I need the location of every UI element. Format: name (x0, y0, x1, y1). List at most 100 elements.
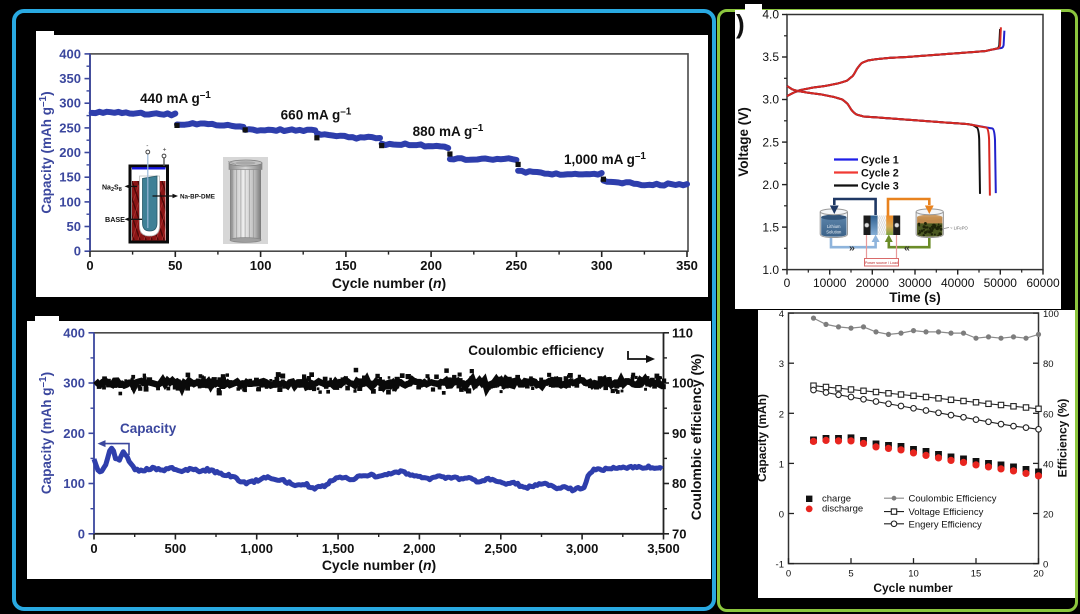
svg-text:100: 100 (63, 476, 85, 491)
svg-text:70: 70 (672, 526, 686, 541)
svg-text:Capacity (mAh): Capacity (mAh) (758, 394, 769, 482)
svg-text:Voltage (V): Voltage (V) (736, 107, 751, 177)
svg-text:50000: 50000 (984, 276, 1018, 290)
svg-text:-1: -1 (776, 560, 784, 571)
svg-text:110: 110 (672, 325, 693, 340)
svg-text:+: + (163, 147, 167, 154)
svg-text:Solution: Solution (826, 230, 842, 235)
svg-text:Engery Efficiency: Engery Efficiency (909, 519, 982, 530)
svg-text:«: « (904, 242, 910, 254)
svg-text:80: 80 (672, 476, 686, 491)
svg-text:Cycle number (n): Cycle number (n) (332, 275, 446, 291)
svg-text:1,000 mA g–1: 1,000 mA g–1 (564, 151, 646, 167)
svg-text:Capacity: Capacity (120, 421, 177, 436)
svg-text:50: 50 (67, 219, 81, 234)
svg-text:2.0: 2.0 (762, 178, 779, 192)
svg-text:3,000: 3,000 (566, 541, 599, 556)
svg-text:Efficiency (%): Efficiency (%) (1056, 399, 1070, 478)
svg-text:Lithium: Lithium (827, 224, 841, 229)
svg-text:Na2S8: Na2S8 (102, 185, 122, 194)
svg-text:3.5: 3.5 (762, 50, 779, 64)
svg-text:4: 4 (779, 310, 784, 320)
svg-text:660 mA g–1: 660 mA g–1 (281, 107, 352, 123)
svg-text:440 mA g–1: 440 mA g–1 (140, 90, 211, 106)
svg-text:Capacity (mAh g–1): Capacity (mAh g–1) (38, 372, 54, 494)
svg-text:2.5: 2.5 (762, 135, 779, 149)
svg-text:Na-BP-DME: Na-BP-DME (180, 194, 215, 201)
svg-text:4.0: 4.0 (762, 10, 779, 22)
svg-text:Time (s): Time (s) (889, 290, 941, 305)
svg-text:10: 10 (908, 569, 919, 580)
svg-text:~ LiFePO: ~ LiFePO (950, 226, 969, 231)
svg-text:200: 200 (59, 145, 81, 160)
svg-text:880 mA g–1: 880 mA g–1 (413, 123, 484, 139)
svg-text:Cycle 2: Cycle 2 (861, 167, 899, 179)
svg-text:300: 300 (63, 376, 85, 391)
svg-text:0: 0 (74, 244, 81, 259)
svg-text:Coulombic efficiency (%): Coulombic efficiency (%) (688, 354, 704, 520)
svg-text:150: 150 (335, 258, 357, 273)
svg-text:90: 90 (672, 426, 686, 441)
svg-text:20000: 20000 (856, 276, 890, 290)
svg-text:BASE: BASE (105, 215, 125, 224)
svg-text:0: 0 (1043, 560, 1048, 571)
svg-text:10000: 10000 (813, 276, 847, 290)
svg-text:60000: 60000 (1026, 276, 1060, 290)
svg-text:350: 350 (59, 71, 81, 86)
svg-text:300: 300 (59, 96, 81, 111)
svg-text:1: 1 (779, 459, 784, 470)
svg-text:Coulombic efficiency: Coulombic efficiency (468, 343, 604, 358)
svg-text:3,500: 3,500 (647, 541, 680, 556)
svg-text:400: 400 (59, 46, 81, 61)
svg-text:40: 40 (1043, 459, 1054, 470)
svg-text:-: - (146, 143, 148, 150)
svg-text:60: 60 (1043, 409, 1054, 420)
svg-text:0: 0 (779, 510, 784, 521)
svg-text:Cycle 1: Cycle 1 (861, 154, 899, 166)
svg-text:5: 5 (848, 569, 853, 580)
svg-text:2,500: 2,500 (485, 541, 518, 556)
svg-text:1.0: 1.0 (762, 263, 779, 277)
svg-text:3.0: 3.0 (762, 93, 779, 107)
svg-text:40000: 40000 (941, 276, 975, 290)
svg-text:0: 0 (786, 569, 791, 580)
svg-text:400: 400 (63, 325, 85, 340)
svg-text:Cycle 3: Cycle 3 (861, 180, 899, 192)
svg-text:1.5: 1.5 (762, 220, 779, 234)
svg-text:80: 80 (1043, 359, 1054, 370)
svg-text:50: 50 (168, 258, 182, 273)
svg-text:0: 0 (78, 526, 85, 541)
svg-text:300: 300 (591, 258, 613, 273)
svg-text:200: 200 (420, 258, 442, 273)
svg-text:0: 0 (90, 541, 97, 556)
svg-text:250: 250 (506, 258, 528, 273)
svg-text:Coulombic Efficiency: Coulombic Efficiency (909, 494, 997, 505)
svg-text:0: 0 (86, 258, 93, 273)
svg-text:Capacity (mAh g–1): Capacity (mAh g–1) (38, 91, 54, 213)
svg-text:3: 3 (779, 359, 784, 370)
svg-text:»: » (849, 242, 855, 254)
svg-text:Voltage Efficiency: Voltage Efficiency (909, 507, 984, 518)
svg-text:1,500: 1,500 (322, 541, 355, 556)
svg-text:100: 100 (672, 376, 694, 391)
svg-text:30000: 30000 (898, 276, 932, 290)
svg-text:): ) (736, 10, 745, 39)
svg-text:100: 100 (250, 258, 272, 273)
svg-text:200: 200 (63, 426, 85, 441)
svg-text:Cycle number: Cycle number (873, 581, 953, 595)
svg-text:500: 500 (165, 541, 187, 556)
svg-text:2: 2 (779, 409, 784, 420)
svg-text:1,000: 1,000 (240, 541, 273, 556)
svg-text:15: 15 (971, 569, 982, 580)
svg-text:350: 350 (676, 258, 698, 273)
svg-text:0: 0 (784, 276, 791, 290)
svg-text:20: 20 (1043, 510, 1054, 521)
svg-text:discharge: discharge (822, 504, 863, 515)
svg-text:250: 250 (59, 120, 81, 135)
svg-text:100: 100 (59, 194, 81, 209)
svg-text:charge: charge (822, 494, 851, 505)
svg-text:2,000: 2,000 (403, 541, 436, 556)
svg-text:Cycle number (n): Cycle number (n) (322, 557, 436, 573)
svg-text:Power source / Load: Power source / Load (865, 261, 898, 265)
svg-text:20: 20 (1033, 569, 1044, 580)
